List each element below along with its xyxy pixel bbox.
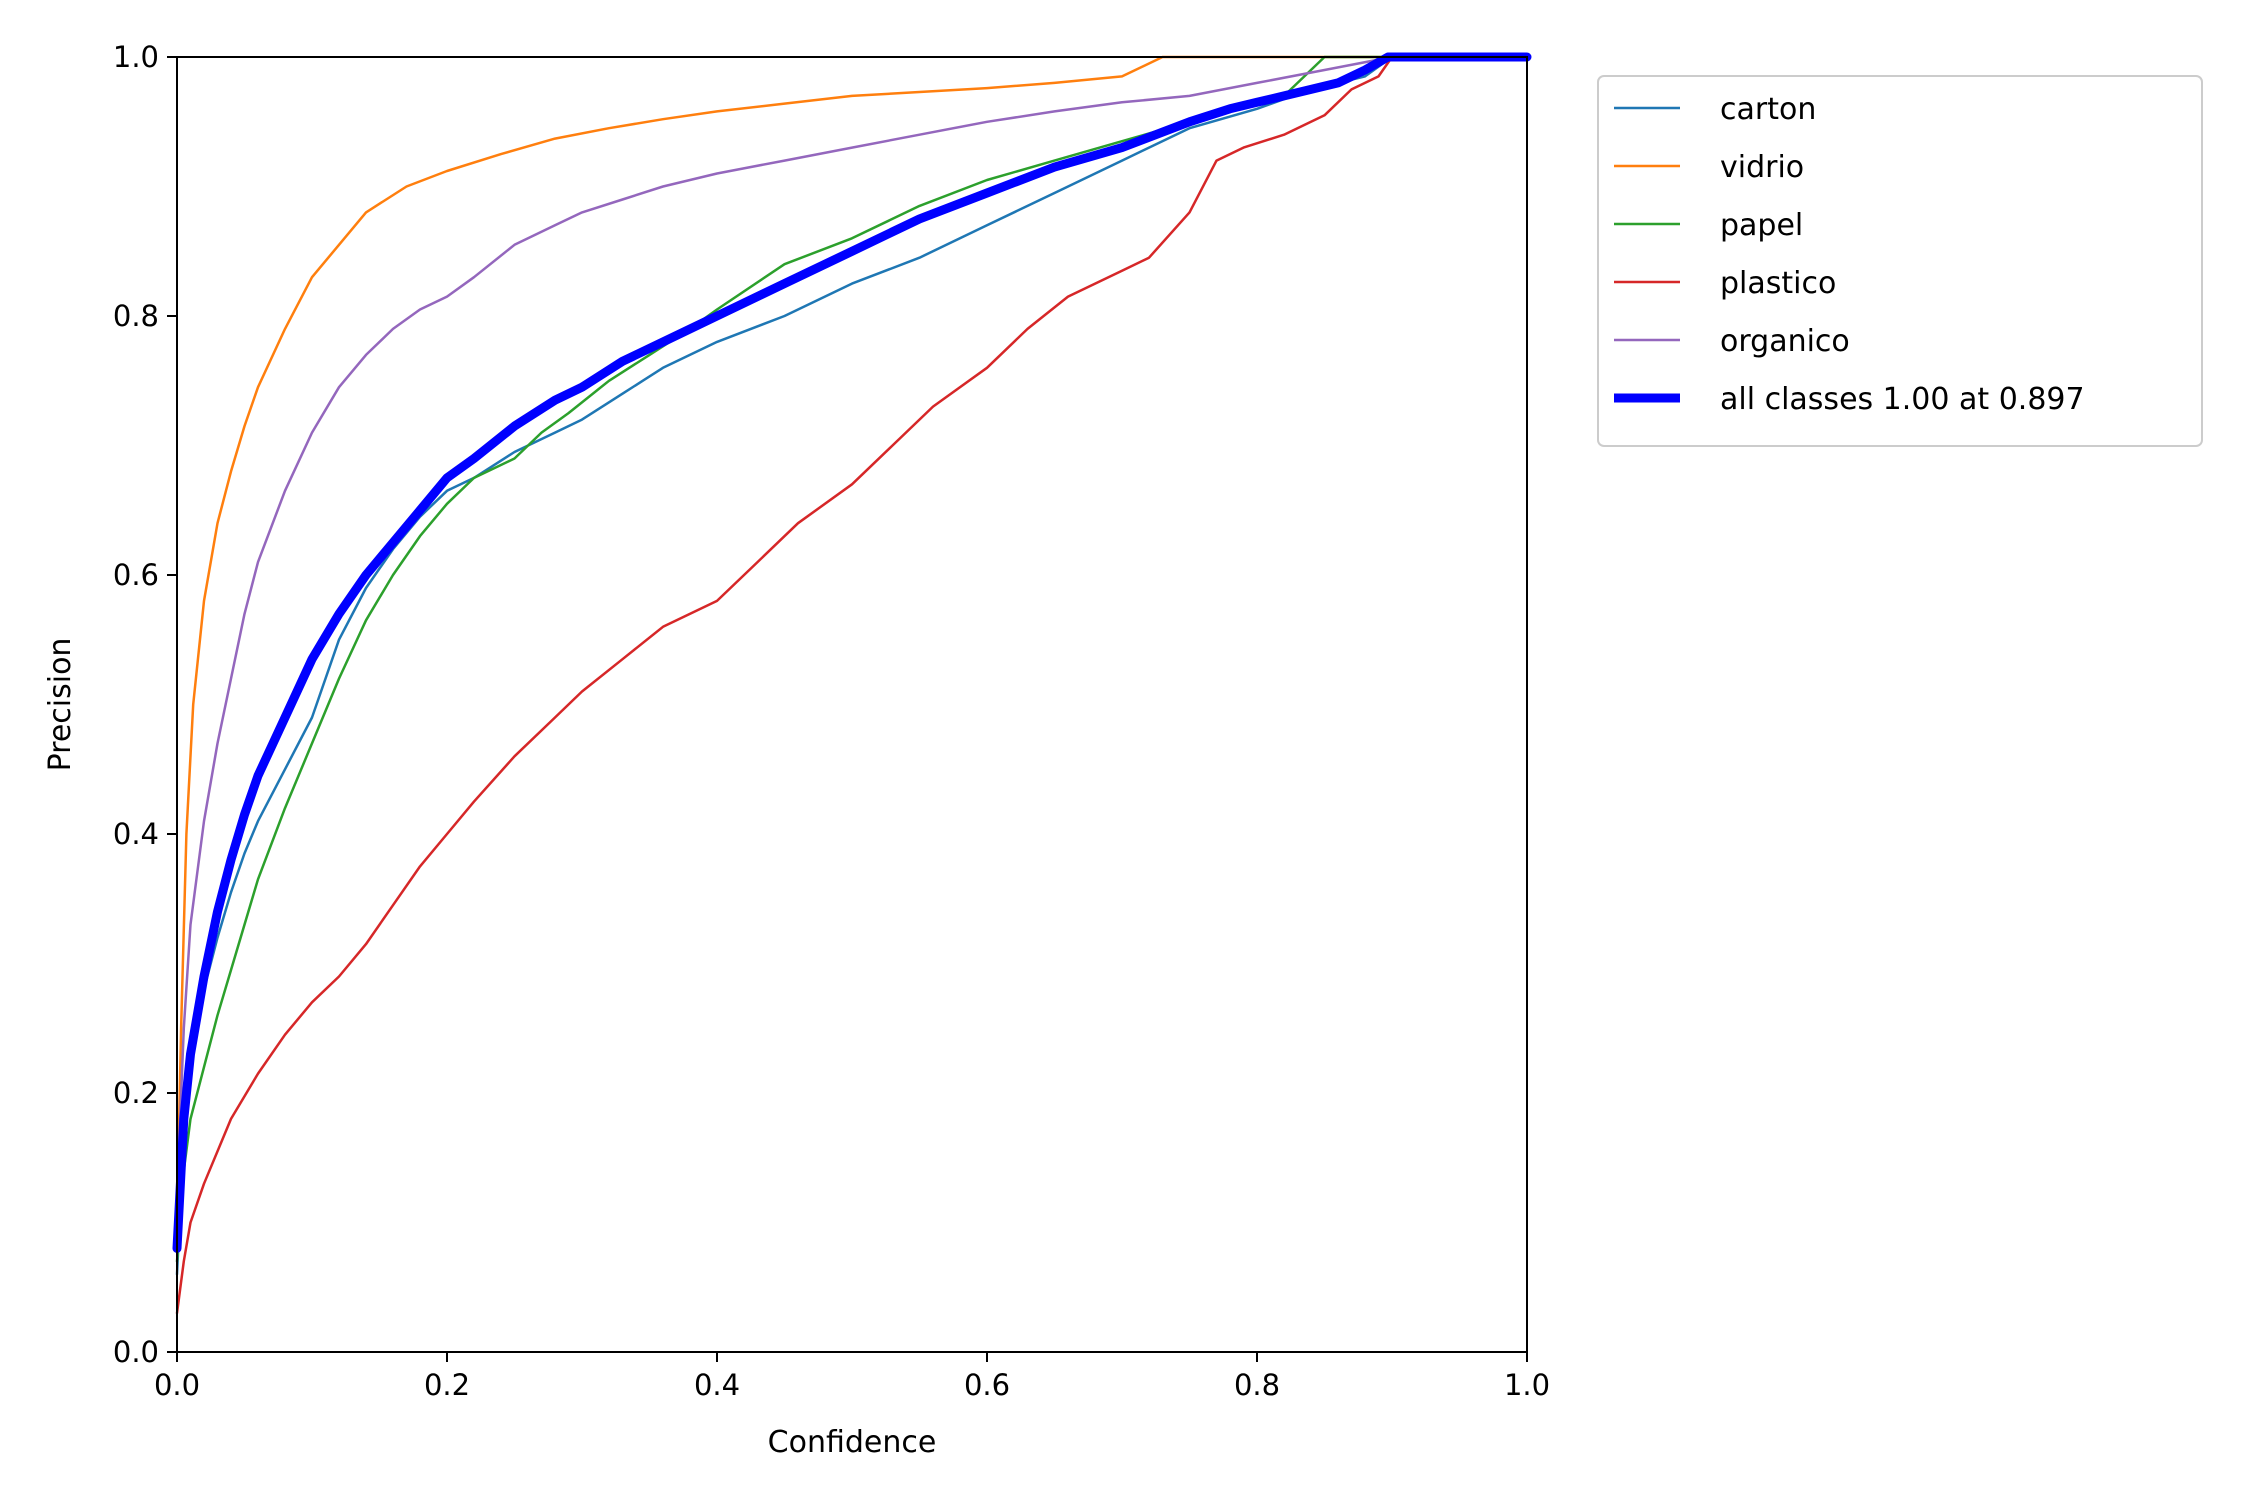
legend-label: plastico xyxy=(1720,266,1836,301)
y-tick-label: 0.8 xyxy=(113,299,159,333)
x-axis: 0.0 0.2 0.4 0.6 0.8 1.0 xyxy=(154,1352,1550,1402)
legend-label: carton xyxy=(1720,92,1816,127)
x-tick-label: 0.6 xyxy=(964,1368,1010,1402)
x-axis-label: Confidence xyxy=(768,1425,937,1460)
x-tick-label: 0.2 xyxy=(424,1368,470,1402)
series-lines xyxy=(172,52,1532,1315)
series-line-4 xyxy=(175,55,1529,1198)
legend-label: all classes 1.00 at 0.897 xyxy=(1720,382,2085,417)
legend: carton vidrio papel plastico organico all cla… xyxy=(1597,75,2203,447)
legend-label: vidrio xyxy=(1720,150,1804,185)
y-axis-label: Precision xyxy=(43,638,78,772)
series-line-1 xyxy=(175,55,1529,1224)
y-tick-label: 0.6 xyxy=(113,558,159,592)
x-tick-label: 0.8 xyxy=(1234,1368,1280,1402)
x-tick-label: 1.0 xyxy=(1504,1368,1550,1402)
series-line-5 xyxy=(172,52,1532,1253)
legend-label: papel xyxy=(1720,208,1803,243)
y-tick-label: 0.4 xyxy=(113,817,159,851)
legend-box xyxy=(1597,75,2203,447)
y-tick-label: 1.0 xyxy=(113,40,159,74)
series-line-2 xyxy=(175,55,1529,1263)
x-tick-label: 0.0 xyxy=(154,1368,200,1402)
series-line-3 xyxy=(175,55,1529,1315)
legend-label: organico xyxy=(1720,324,1850,359)
plot-frame xyxy=(176,56,1528,1353)
series-line-0 xyxy=(175,55,1529,1276)
y-tick-label: 0.2 xyxy=(113,1076,159,1110)
x-tick-label: 0.4 xyxy=(694,1368,740,1402)
y-tick-label: 0.0 xyxy=(113,1335,159,1369)
y-axis: 0.0 0.2 0.4 0.6 0.8 1.0 xyxy=(113,40,177,1369)
